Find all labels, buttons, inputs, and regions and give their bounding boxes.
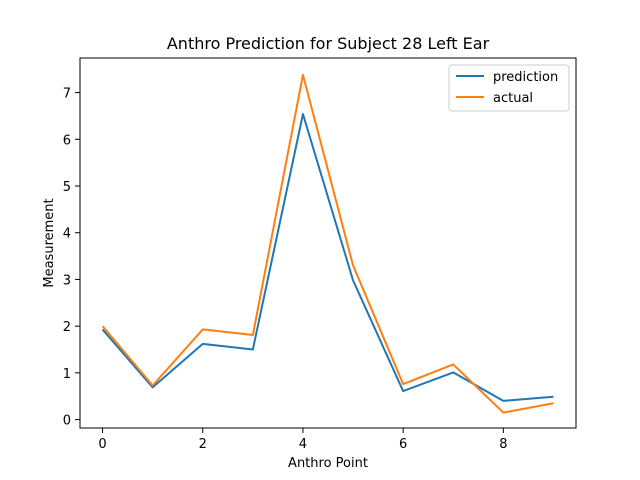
- y-tick-label: 6: [63, 133, 71, 148]
- x-tick-label: 2: [199, 437, 207, 452]
- x-tick-label: 0: [98, 437, 106, 452]
- x-tick-label: 4: [299, 437, 307, 452]
- x-tick-label: 8: [499, 437, 507, 452]
- legend-label-prediction: prediction: [493, 70, 558, 85]
- y-tick-label: 7: [63, 87, 71, 102]
- x-tick-label: 6: [399, 437, 407, 452]
- y-tick-label: 0: [63, 414, 71, 429]
- y-axis-label: Measurement: [42, 198, 57, 287]
- chart-title: Anthro Prediction for Subject 28 Left Ea…: [167, 34, 490, 53]
- x-axis-label: Anthro Point: [288, 456, 368, 471]
- legend-label-actual: actual: [493, 91, 533, 106]
- y-tick-label: 3: [63, 273, 71, 288]
- y-tick-label: 2: [63, 320, 71, 335]
- legend: prediction actual: [449, 65, 569, 111]
- y-tick-label: 1: [63, 367, 71, 382]
- y-tick-label: 4: [63, 227, 71, 242]
- y-tick-label: 5: [63, 180, 71, 195]
